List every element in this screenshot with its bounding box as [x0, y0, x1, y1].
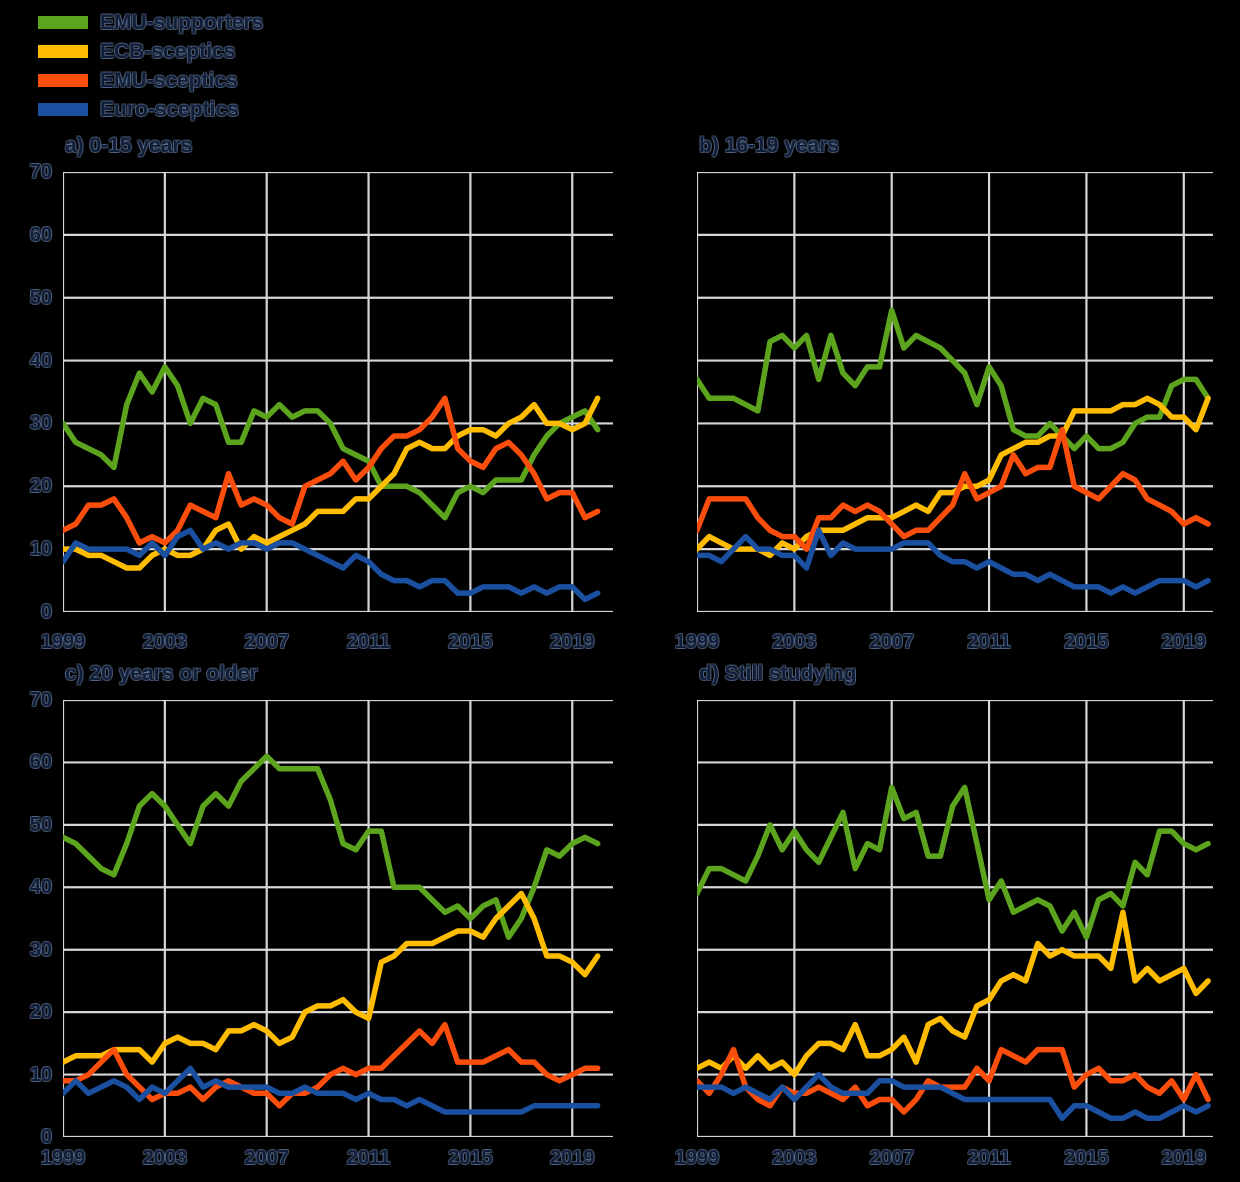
- x-tick-label: 1999: [40, 631, 86, 653]
- emu-line: [697, 1046, 1211, 1115]
- y-tick-label: 10: [29, 538, 52, 561]
- legend: EMU-supporters ECB-sceptics EMU-sceptics…: [38, 8, 263, 124]
- panel-b-title: b) 16-19 years: [699, 134, 840, 157]
- y-tick-label: 0: [40, 1126, 52, 1148]
- x-tick-label: 2015: [448, 1147, 493, 1169]
- ecb-line: [63, 890, 601, 1065]
- panel-c-title: c) 20 years or older: [65, 662, 258, 685]
- sup-line: [63, 364, 601, 521]
- emu-line: [63, 1021, 601, 1109]
- x-tick-label: 2003: [772, 1147, 817, 1169]
- x-tick-label: 2011: [967, 631, 1011, 653]
- y-tick-label: 10: [29, 1063, 52, 1086]
- y-tick-label: 30: [29, 412, 52, 435]
- eur-line: [697, 1071, 1211, 1122]
- legend-label: ECB-sceptics: [100, 39, 236, 63]
- y-tick-label: 0: [40, 601, 52, 623]
- x-tick-label: 1999: [674, 1147, 720, 1169]
- y-tick-label: 40: [29, 876, 52, 899]
- legend-item: EMU-sceptics: [38, 66, 263, 95]
- panel-a-plot: [63, 172, 613, 612]
- y-tick-label: 60: [29, 223, 52, 246]
- sup-line: [697, 307, 1211, 452]
- y-tick-label: 60: [29, 751, 52, 774]
- x-tick-label: 2007: [244, 1147, 289, 1169]
- x-tick-label: 2007: [244, 631, 289, 653]
- x-tick-label: 2019: [550, 631, 595, 653]
- x-tick-label: 2003: [142, 1147, 188, 1169]
- x-tick-label: 1999: [40, 1147, 86, 1169]
- x-tick-label: 2015: [1064, 631, 1109, 653]
- ecb-line: [697, 395, 1211, 559]
- y-tick-label: 40: [29, 349, 52, 372]
- ecb-line: [697, 909, 1211, 1078]
- y-tick-label: 50: [29, 813, 52, 836]
- legend-item: EMU-supporters: [38, 8, 263, 37]
- y-tick-label: 70: [29, 689, 52, 711]
- y-tick-label: 70: [29, 161, 52, 183]
- x-tick-label: 1999: [674, 631, 720, 653]
- euro-sceptics-swatch-icon: [38, 103, 88, 116]
- x-tick-label: 2011: [967, 1147, 1011, 1169]
- x-tick-label: 2015: [1064, 1147, 1109, 1169]
- emu-line: [63, 395, 601, 546]
- x-tick-label: 2011: [346, 631, 391, 653]
- ecb-line: [63, 395, 601, 571]
- panel-b-plot: [697, 172, 1213, 612]
- sup-line: [697, 784, 1211, 940]
- panel-c-plot: [63, 700, 613, 1137]
- ecb-sceptics-swatch-icon: [38, 45, 88, 58]
- panel-a-title: a) 0-15 years: [65, 134, 193, 157]
- emu-sceptics-swatch-icon: [38, 74, 88, 87]
- emu-line: [697, 426, 1211, 552]
- x-tick-label: 2003: [772, 631, 817, 653]
- sup-line: [63, 753, 601, 940]
- legend-label: EMU-sceptics: [100, 68, 238, 92]
- x-tick-label: 2007: [869, 631, 914, 653]
- y-tick-label: 20: [29, 475, 52, 498]
- x-tick-label: 2019: [550, 1147, 595, 1169]
- x-tick-label: 2011: [346, 1147, 391, 1169]
- x-tick-label: 2019: [1161, 631, 1207, 653]
- legend-label: Euro-sceptics: [100, 97, 239, 121]
- eur-line: [63, 527, 601, 603]
- eur-line: [697, 527, 1211, 596]
- legend-item: ECB-sceptics: [38, 37, 263, 66]
- panel-d-title: d) Still studying: [699, 662, 857, 685]
- panel-d-plot: [697, 700, 1213, 1137]
- legend-label: EMU-supporters: [100, 10, 264, 34]
- x-tick-label: 2007: [869, 1147, 914, 1169]
- x-tick-label: 2003: [142, 631, 188, 653]
- x-tick-label: 2019: [1161, 1147, 1207, 1169]
- eur-line: [63, 1065, 601, 1115]
- y-tick-label: 30: [29, 938, 52, 961]
- emu-supporters-swatch-icon: [38, 16, 88, 29]
- x-tick-label: 2015: [448, 631, 493, 653]
- y-tick-label: 20: [29, 1001, 52, 1024]
- y-tick-label: 50: [29, 286, 52, 309]
- legend-item: Euro-sceptics: [38, 95, 263, 124]
